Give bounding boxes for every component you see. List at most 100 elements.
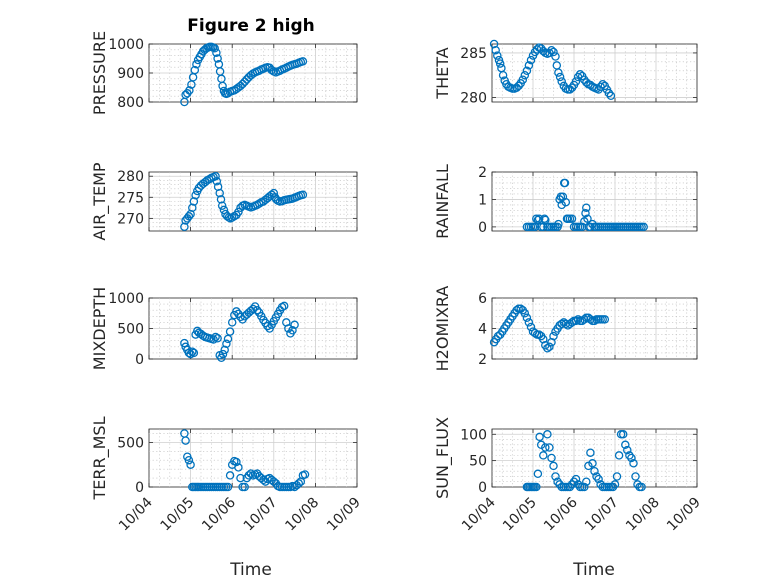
- data-point: [532, 482, 541, 492]
- data-point: [586, 448, 595, 457]
- data-point: [625, 451, 634, 460]
- y-tick-label: 50: [469, 454, 487, 470]
- subplot-air_temp: 270 275 280 AIR_TEMP: [90, 162, 358, 241]
- y-tick-label: 2: [478, 165, 487, 181]
- data-point: [184, 212, 194, 221]
- data-point: [600, 315, 610, 324]
- data-point: [211, 171, 220, 181]
- data-point: [554, 68, 563, 77]
- data-point: [190, 65, 200, 75]
- data-point: [588, 459, 597, 468]
- data-point: [240, 482, 249, 492]
- data-point: [252, 305, 262, 315]
- data-point: [236, 473, 245, 483]
- data-point: [594, 474, 603, 484]
- data-point: [495, 59, 505, 68]
- data-point: [212, 48, 221, 57]
- data-point: [627, 453, 636, 463]
- data-point: [549, 331, 558, 341]
- y-axis-label: SUN_FLUX: [433, 417, 453, 499]
- data-point: [554, 219, 563, 229]
- data-point: [582, 203, 591, 212]
- x-tick-label: 10/05: [158, 495, 198, 535]
- y-axis-label: TERR_MSL: [90, 416, 110, 500]
- x-tick-label: 10/09: [664, 495, 704, 535]
- subplot-sun_flux: 0 50 100 10/04 10/05 10/06 10/07 10/08 10/09 SUN_…: [433, 417, 704, 534]
- data-point: [621, 440, 630, 450]
- data-point: [215, 188, 224, 198]
- data-point: [512, 305, 521, 315]
- data-point: [629, 459, 638, 468]
- y-axis-label: MIXDEPTH: [90, 287, 109, 370]
- data-point: [491, 45, 500, 55]
- data-point: [639, 222, 648, 232]
- data-point: [189, 348, 199, 358]
- x-tick-label: 10/08: [282, 495, 322, 535]
- data-point: [590, 466, 599, 476]
- data-point: [181, 436, 190, 445]
- subplot-h2omixra: 2 4 6 H2OMIXRA: [433, 286, 698, 371]
- data-point: [284, 324, 293, 333]
- data-point: [184, 455, 194, 465]
- data-point: [612, 472, 622, 481]
- data-point: [551, 52, 560, 61]
- data-point: [543, 344, 552, 353]
- x-tick-label: 10/06: [199, 494, 239, 534]
- data-point: [238, 79, 247, 89]
- data-point: [267, 65, 276, 75]
- x-tick-label: 10/07: [582, 495, 622, 535]
- data-point: [234, 207, 243, 217]
- x-axis-label-right: Time: [572, 560, 615, 580]
- data-point: [551, 472, 560, 481]
- data-point: [290, 320, 299, 330]
- data-point: [188, 347, 197, 356]
- x-tick-label: 10/04: [459, 494, 499, 534]
- data-point: [514, 81, 523, 91]
- y-tick-label: 280: [460, 91, 487, 107]
- y-tick-label: 1000: [108, 37, 144, 53]
- data-point: [244, 471, 254, 480]
- y-tick-label: 500: [117, 322, 144, 338]
- data-point: [246, 469, 256, 478]
- data-point: [534, 214, 544, 223]
- data-point: [571, 316, 581, 326]
- data-point: [631, 472, 640, 481]
- x-tick-label: 10/06: [541, 494, 581, 534]
- data-point: [493, 51, 502, 60]
- y-tick-label: 0: [135, 480, 144, 496]
- data-point: [573, 315, 583, 324]
- data-point: [530, 222, 540, 232]
- data-point: [223, 334, 233, 344]
- data-point: [555, 72, 565, 82]
- data-point: [279, 301, 289, 311]
- data-point: [524, 318, 534, 327]
- y-tick-label: 100: [460, 427, 487, 443]
- data-point: [545, 342, 554, 352]
- data-point: [583, 214, 592, 223]
- data-point: [246, 71, 256, 80]
- data-point: [623, 445, 632, 455]
- data-point: [234, 463, 243, 472]
- data-point: [535, 432, 544, 442]
- data-point: [180, 222, 189, 232]
- data-point: [518, 75, 528, 84]
- figure-title: Figure 2 high: [187, 16, 315, 36]
- data-point: [298, 190, 308, 200]
- data-point: [186, 460, 195, 469]
- data-point: [212, 177, 222, 186]
- y-axis-label: PRESSURE: [90, 31, 109, 115]
- data-point: [520, 309, 530, 318]
- data-point: [606, 91, 616, 101]
- y-tick-label: 500: [117, 435, 144, 451]
- data-point: [217, 201, 227, 210]
- y-axis-label: AIR_TEMP: [90, 162, 110, 240]
- data-point: [547, 453, 556, 463]
- y-tick-label: 1: [478, 192, 487, 208]
- data-point: [288, 326, 297, 335]
- data-point: [248, 304, 258, 314]
- data-point: [220, 345, 229, 355]
- data-point: [547, 45, 556, 55]
- y-tick-label: 285: [460, 46, 487, 62]
